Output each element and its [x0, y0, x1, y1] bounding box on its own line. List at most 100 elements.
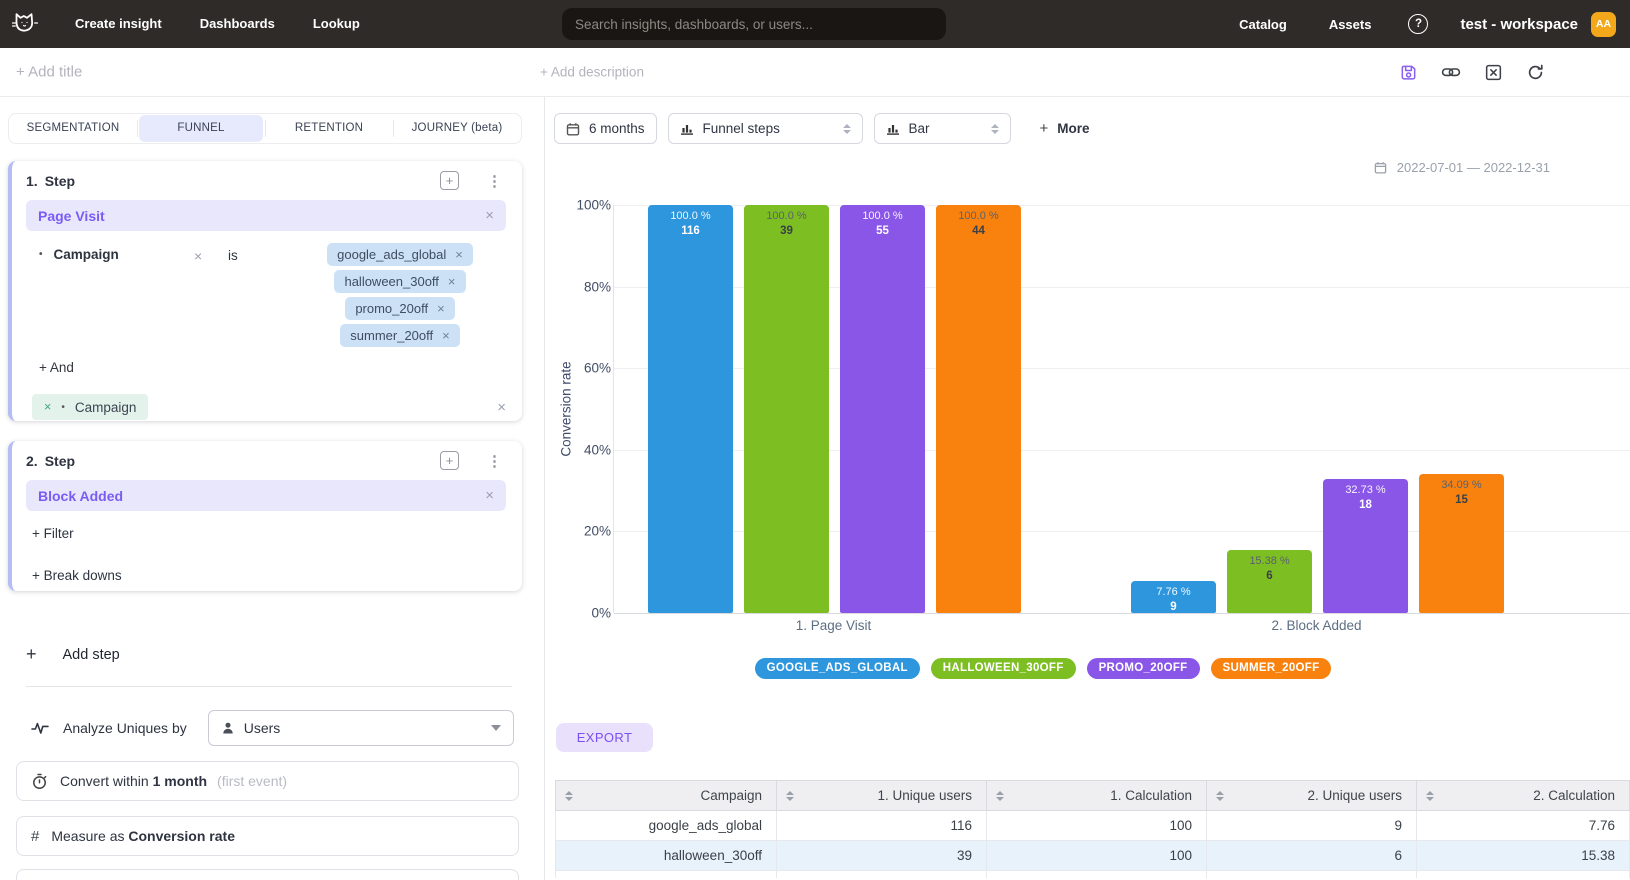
add-to-step-icon[interactable]: +: [440, 451, 459, 470]
column-label: 2. Calculation: [1533, 788, 1615, 803]
remove-value-icon[interactable]: ×: [437, 301, 445, 316]
bar-count: 44: [972, 225, 985, 237]
remove-value-icon[interactable]: ×: [455, 247, 463, 262]
add-breakdowns-button[interactable]: + Break downs: [32, 568, 122, 583]
global-search-input[interactable]: Search insights, dashboards, or users...: [562, 8, 946, 40]
builder-divider: [26, 686, 512, 687]
measure-as-setting[interactable]: # Measure as Conversion rate: [16, 816, 519, 856]
sort-icon[interactable]: [565, 790, 573, 801]
nav-lookup[interactable]: Lookup: [312, 16, 360, 31]
add-description-button[interactable]: + Add description: [540, 64, 644, 80]
remove-filter-icon[interactable]: ×: [194, 248, 203, 264]
sort-icon[interactable]: [1426, 790, 1434, 801]
plot-area: 100.0 % 116 100.0 % 39 100.0 % 55 100.0 % 44 7.7…: [613, 205, 1630, 614]
filter-operator[interactable]: is: [228, 248, 238, 263]
add-filter-button[interactable]: + Filter: [32, 526, 74, 541]
filter-value-tag[interactable]: promo_20off ×: [345, 297, 455, 320]
bar-halloween_30off[interactable]: 15.38 % 6: [1227, 550, 1312, 613]
table-column-header[interactable]: 1. Calculation: [986, 780, 1207, 811]
clear-insight-button[interactable]: [1484, 63, 1503, 82]
export-button[interactable]: EXPORT: [556, 723, 653, 752]
close-square-icon: [1485, 64, 1502, 80]
breakdown-chip[interactable]: × • Campaign: [32, 394, 149, 420]
filter-values: google_ads_global × halloween_30off × promo_…: [294, 243, 506, 347]
tab-segmentation[interactable]: SEGMENTATION: [26, 122, 120, 134]
top-nav: Create insight Dashboards Lookup Search …: [0, 0, 1630, 48]
y-tick-label: 80%: [583, 279, 611, 295]
add-to-step-icon[interactable]: +: [440, 171, 459, 190]
bar-google_ads_global[interactable]: 100.0 % 116: [648, 205, 733, 613]
copy-link-button[interactable]: [1441, 62, 1461, 82]
save-button[interactable]: [1399, 63, 1418, 82]
legend-pill[interactable]: PROMO_20OFF: [1086, 658, 1200, 679]
avatar[interactable]: AA: [1591, 11, 1616, 37]
bar-google_ads_global[interactable]: 7.76 % 9: [1131, 581, 1216, 613]
add-title-button[interactable]: + Add title: [16, 63, 83, 81]
step-index: 2.: [26, 452, 38, 469]
add-step-button[interactable]: + Add step: [26, 644, 544, 665]
filter-value-tag[interactable]: summer_20off ×: [340, 324, 460, 347]
step-menu-icon[interactable]: ⋮: [487, 452, 502, 470]
table-column-header[interactable]: 1. Unique users: [776, 780, 987, 811]
view-select[interactable]: Funnel steps: [667, 113, 863, 144]
remove-event-icon[interactable]: ×: [485, 207, 494, 224]
nav-assets[interactable]: Assets: [1328, 16, 1372, 32]
legend-pill[interactable]: GOOGLE_ADS_GLOBAL: [754, 658, 920, 679]
table-column-header[interactable]: 2. Calculation: [1416, 780, 1630, 811]
select-carets-icon: [990, 123, 999, 134]
tab-journey[interactable]: JOURNEY (beta): [393, 115, 519, 142]
tab-funnel[interactable]: FUNNEL: [137, 115, 263, 142]
refresh-button[interactable]: [1526, 63, 1545, 82]
remove-breakdown-row-icon[interactable]: ×: [497, 398, 506, 416]
table-cell: 6: [1206, 840, 1417, 871]
bar-promo_20off[interactable]: 32.73 % 18: [1323, 479, 1408, 613]
sort-icon[interactable]: [786, 790, 794, 801]
date-range-button[interactable]: 6 months: [554, 113, 657, 144]
next-setting-box-partial[interactable]: [16, 869, 519, 880]
kebab-glyph: ⋮: [487, 452, 502, 470]
table-column-header[interactable]: Campaign: [555, 780, 777, 811]
nav-create-insight[interactable]: Create insight: [75, 16, 162, 31]
plus-glyph: +: [445, 173, 454, 188]
step-menu-icon[interactable]: ⋮: [487, 172, 502, 190]
sort-icon[interactable]: [996, 790, 1004, 801]
remove-value-icon[interactable]: ×: [442, 328, 450, 343]
bar-summer_20off[interactable]: 100.0 % 44: [936, 205, 1021, 613]
more-button[interactable]: + More: [1034, 119, 1096, 138]
save-icon: [1401, 65, 1416, 80]
bar-promo_20off[interactable]: 100.0 % 55: [840, 205, 925, 613]
remove-event-icon[interactable]: ×: [485, 487, 494, 504]
chart-type-select[interactable]: Bar: [873, 113, 1011, 144]
tab-retention[interactable]: RETENTION: [265, 115, 391, 142]
event-selector-step-2[interactable]: Block Added ×: [26, 480, 506, 511]
question-glyph: ?: [1414, 18, 1422, 30]
table-row: google_ads_global 116 100 9 7.76: [555, 810, 1630, 841]
bar-summer_20off[interactable]: 34.09 % 15: [1419, 473, 1504, 613]
add-and-button[interactable]: + And: [39, 360, 74, 375]
filter-value-tag[interactable]: halloween_30off ×: [334, 270, 466, 293]
convert-within-setting[interactable]: Convert within 1 month (first event): [16, 761, 519, 801]
more-label: More: [1057, 121, 1090, 136]
legend-pill[interactable]: SUMMER_20OFF: [1210, 658, 1332, 679]
filter-property[interactable]: • Campaign: [26, 247, 194, 262]
sort-icon[interactable]: [1216, 790, 1224, 801]
bar-halloween_30off[interactable]: 100.0 % 39: [744, 205, 829, 613]
nav-dashboards[interactable]: Dashboards: [199, 16, 275, 31]
workspace-name[interactable]: test - workspace: [1460, 15, 1578, 33]
nav-catalog[interactable]: Catalog: [1239, 16, 1287, 32]
filter-value-tag[interactable]: google_ads_global ×: [327, 243, 473, 266]
event-selector-step-1[interactable]: Page Visit ×: [26, 200, 506, 231]
column-label: 1. Calculation: [1110, 788, 1192, 803]
view-select-value: Funnel steps: [702, 121, 780, 136]
app-logo-cat-icon[interactable]: [10, 11, 40, 38]
help-icon[interactable]: ?: [1408, 14, 1429, 34]
date-range-label: 2022-07-01 — 2022-12-31: [1374, 160, 1550, 175]
remove-value-icon[interactable]: ×: [447, 274, 456, 289]
table-column-header[interactable]: 2. Unique users: [1206, 780, 1417, 811]
remove-breakdown-icon[interactable]: ×: [44, 400, 52, 414]
table-body: google_ads_global 116 100 9 7.76 halloween_30…: [555, 810, 1630, 878]
search-placeholder: Search insights, dashboards, or users...: [575, 16, 813, 32]
analyze-entity-select[interactable]: Users: [207, 710, 514, 746]
legend-pill[interactable]: HALLOWEEN_30OFF: [930, 658, 1076, 679]
hash-icon: #: [31, 827, 40, 845]
